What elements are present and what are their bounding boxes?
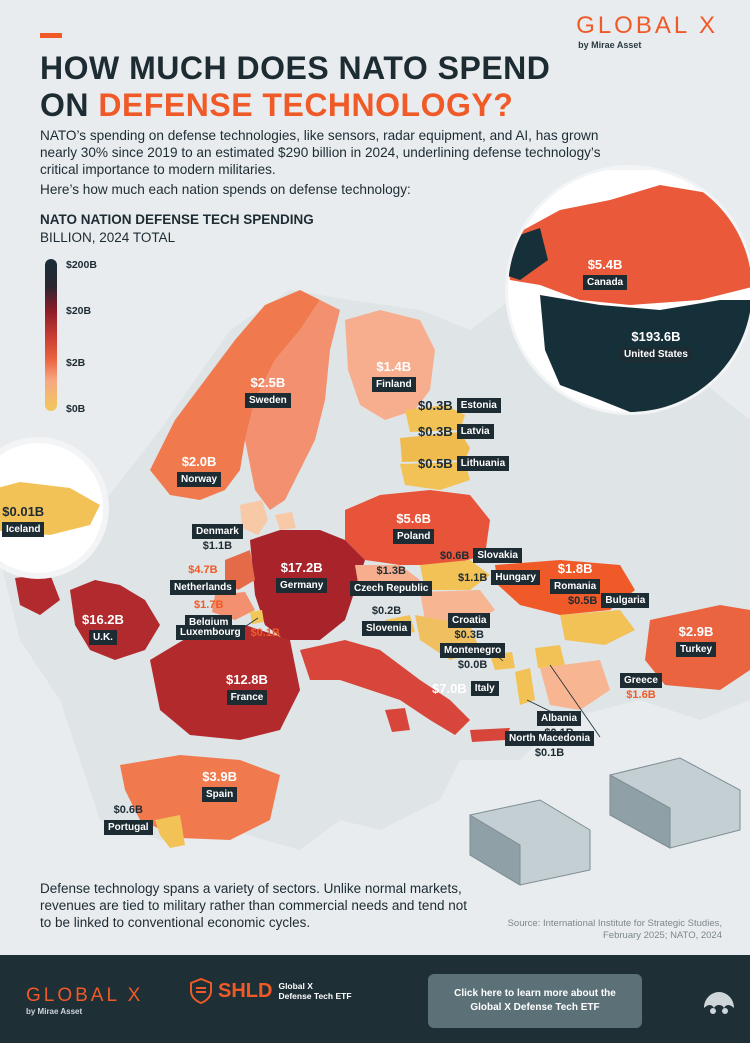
title-line2-prefix: ON	[40, 87, 99, 123]
country-greece	[540, 660, 610, 710]
learn-more-button[interactable]: Click here to learn more about the Globa…	[428, 974, 642, 1028]
label-bulgaria: $0.5B Bulgaria	[568, 593, 650, 608]
country-ireland	[15, 574, 60, 615]
label-montenegro: Montenegro $0.0B	[440, 640, 506, 672]
label-portugal: $0.6B Portugal	[104, 803, 153, 835]
label-north-macedonia: North Macedonia $0.1B	[505, 728, 595, 760]
label-netherlands: $4.7B Netherlands	[170, 563, 236, 595]
country-estonia	[405, 405, 465, 432]
country-north-macedonia	[535, 645, 565, 668]
cta-line1: Click here to learn more about the	[454, 988, 616, 999]
label-sweden: $2.5B Sweden	[245, 376, 291, 408]
tents-illustration	[469, 757, 741, 886]
label-lithuania: $0.5B Lithuania	[418, 456, 510, 471]
visual-capitalist-logo-icon	[704, 992, 734, 1014]
fund-logo[interactable]: SHLD Global X Defense Tech ETF	[190, 978, 352, 1004]
country-bulgaria	[560, 610, 635, 645]
label-hungary: $1.1B Hungary	[458, 570, 540, 585]
country-sweden	[245, 300, 340, 510]
intro-text-2: Here’s how much each nation spends on de…	[40, 182, 411, 197]
country-italy	[300, 640, 470, 735]
footer-brand-name: GLOBAL X	[26, 985, 144, 1006]
label-greece: Greece $1.6B	[620, 670, 662, 702]
europe-map	[0, 168, 750, 886]
country-denmark	[240, 500, 268, 535]
brand-sub: by Mirae Asset	[578, 40, 642, 50]
label-spain: $3.9B Spain	[202, 769, 238, 802]
label-croatia: Croatia $0.3B	[448, 610, 491, 642]
country-norway	[150, 290, 320, 500]
accent-bar	[40, 33, 62, 38]
legend-label-20b: $20B	[66, 305, 92, 317]
leader-north-macedonia	[549, 664, 601, 738]
label-united-states: $193.6B United States	[620, 330, 692, 362]
fund-ticker: SHLD	[218, 979, 273, 1002]
label-norway: $2.0B Norway	[177, 455, 222, 487]
label-denmark: Denmark $1.1B	[192, 521, 243, 553]
country-france	[150, 625, 300, 740]
island-sicily	[470, 728, 510, 742]
brand-logo: GLOBAL X by Mirae Asset	[576, 12, 718, 50]
label-romania: $1.8B Romania	[550, 562, 601, 594]
label-turkey: $2.9B Turkey	[676, 625, 717, 657]
label-iceland: $0.01B Iceland	[2, 504, 45, 537]
legend-label-200b: $200B	[66, 259, 97, 271]
inset-iceland	[0, 482, 100, 535]
title-line1: HOW MUCH DOES NATO SPEND	[40, 50, 551, 86]
country-portugal	[155, 815, 185, 848]
country-poland	[345, 490, 490, 565]
page-title: HOW MUCH DOES NATO SPEND ON DEFENSE TECH…	[40, 50, 560, 124]
fund-name: Global X Defense Tech ETF	[278, 981, 352, 1001]
chart-title: NATO NATION DEFENSE TECH SPENDING	[40, 212, 314, 227]
country-spain	[120, 755, 280, 840]
label-estonia: $0.3B Estonia	[418, 398, 501, 413]
shield-icon	[190, 978, 212, 1004]
cta-line2: Global X Defense Tech ETF	[470, 1002, 600, 1013]
country-albania	[515, 668, 535, 705]
label-luxembourg: Luxembourg $0.1B	[176, 625, 280, 640]
island-sardinia	[385, 708, 410, 732]
label-slovakia: $0.6B Slovakia	[440, 548, 522, 563]
legend-label-2b: $2B	[66, 357, 86, 369]
label-czech-republic: $1.3B Czech Republic	[350, 564, 433, 596]
label-france: $12.8B France	[226, 672, 268, 705]
country-latvia	[400, 432, 470, 462]
brand-name: GLOBAL X	[576, 12, 718, 39]
label-slovenia: $0.2B Slovenia	[362, 604, 412, 636]
country-finland	[345, 310, 435, 420]
footer-description: Defense technology spans a variety of se…	[40, 881, 467, 930]
label-italy: $7.0B Italy	[432, 681, 499, 696]
label-uk: $16.2B U.K.	[82, 612, 124, 645]
label-poland: $5.6B Poland	[393, 512, 435, 544]
country-belgium	[212, 592, 255, 620]
label-finland: $1.4B Finland	[372, 360, 416, 392]
island-denmark	[275, 512, 296, 530]
legend-color-scale	[45, 259, 57, 411]
footer-brand[interactable]: GLOBAL X by Mirae Asset	[26, 985, 143, 1016]
label-canada: $5.4B Canada	[583, 258, 628, 290]
legend-label-0b: $0B	[66, 403, 86, 415]
country-lithuania	[400, 462, 470, 490]
source-note: Source: International Institute for Stra…	[507, 918, 722, 941]
inset-canada	[508, 185, 750, 305]
country-luxembourg	[250, 610, 264, 624]
country-slovakia	[420, 560, 490, 590]
title-highlight: DEFENSE TECHNOLOGY?	[98, 87, 514, 123]
label-germany: $17.2B Germany	[276, 561, 328, 593]
label-latvia: $0.3B Latvia	[418, 424, 494, 439]
chart-subtitle: BILLION, 2024 TOTAL	[40, 230, 176, 245]
footer-brand-sub: by Mirae Asset	[26, 1007, 83, 1016]
intro-text: NATO’s spending on defense technologies,…	[40, 128, 601, 177]
